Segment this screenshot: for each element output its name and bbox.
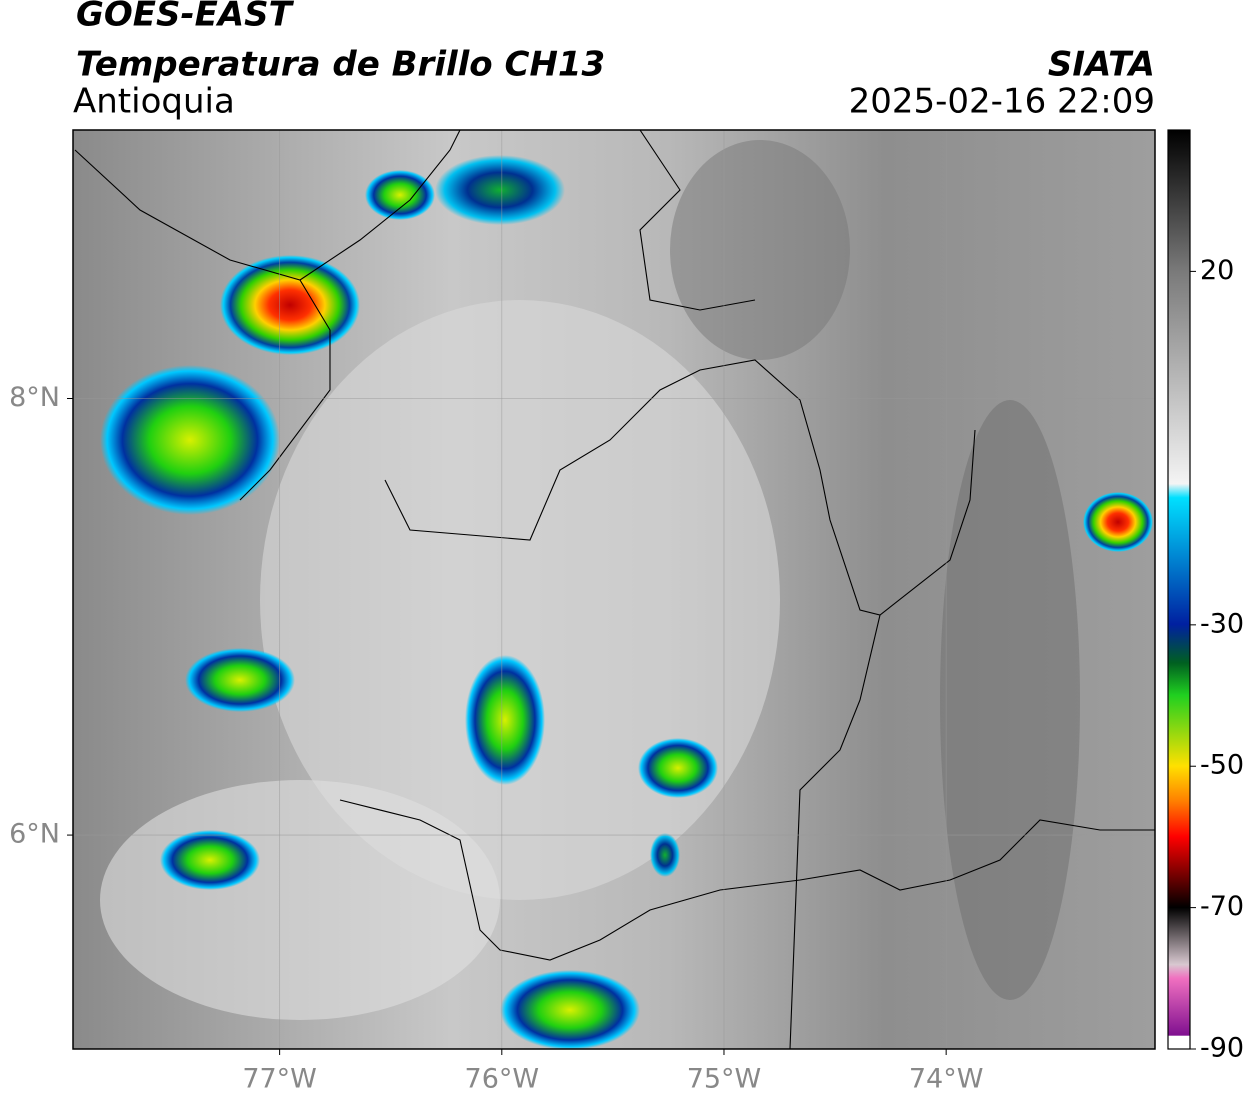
x-tick-label: 77°W (242, 1064, 317, 1095)
colorbar-tick-label: -90 (1200, 1033, 1244, 1064)
source: SIATA (1048, 45, 1155, 85)
grid (73, 130, 1155, 1049)
datetime: 2025-02-16 22:09 (849, 82, 1155, 122)
colorbar-tick-label: -30 (1200, 608, 1244, 639)
colorbar-tick-label: 20 (1200, 255, 1234, 286)
colorbar-tick-label: -70 (1200, 891, 1244, 922)
region: Antioquia (73, 82, 235, 122)
subtitle: Temperatura de Brillo CH13 (76, 45, 605, 85)
x-tick-label: 74°W (909, 1064, 984, 1095)
x-tick-label: 76°W (465, 1064, 540, 1095)
colorbar (1167, 129, 1191, 1050)
y-tick-label: 6°N (9, 819, 60, 850)
colorbar-tick-label: -50 (1200, 750, 1244, 781)
title: GOES-EAST (76, 0, 295, 35)
y-tick-label: 8°N (9, 382, 60, 413)
x-tick-label: 75°W (687, 1064, 762, 1095)
map-frame (72, 129, 1156, 1050)
satellite-image (73, 130, 1155, 1049)
